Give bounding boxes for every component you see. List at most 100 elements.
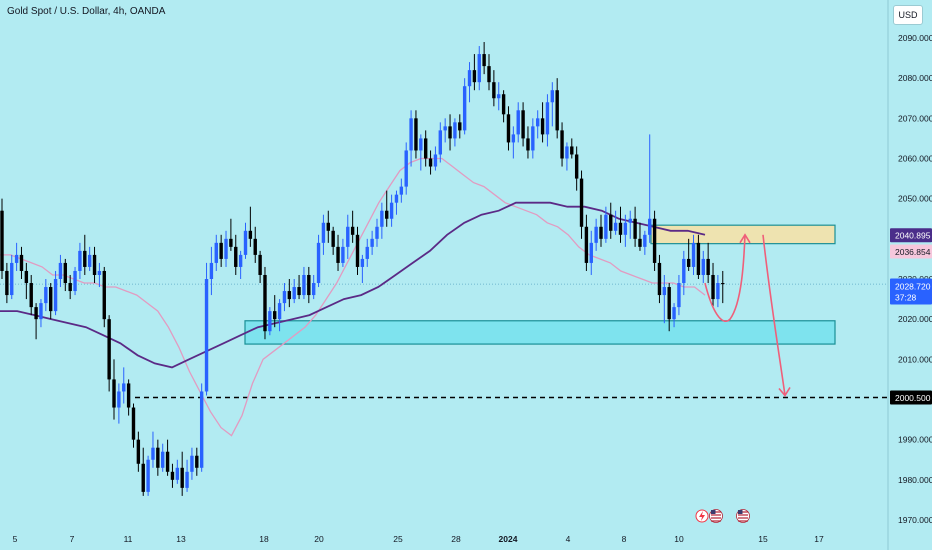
- candle: [550, 82, 555, 127]
- flash-icon: [699, 511, 705, 521]
- candle: [268, 307, 272, 336]
- candle-body: [477, 54, 481, 83]
- candle: [462, 78, 467, 135]
- candle: [389, 194, 394, 227]
- supply-zone[interactable]: [650, 224, 836, 245]
- candle: [336, 234, 340, 271]
- candle: [39, 299, 43, 328]
- candle-body: [633, 218, 637, 239]
- candle: [131, 403, 136, 448]
- time-tick-label: 18: [259, 534, 269, 544]
- candle-body: [579, 178, 584, 227]
- candle: [165, 439, 170, 476]
- candle-body: [258, 254, 262, 275]
- candle-body: [604, 214, 608, 239]
- candle: [511, 126, 516, 159]
- price-tag-label: 2040.895: [895, 231, 931, 241]
- candle: [574, 146, 579, 191]
- price-tick-label: 2070.000: [898, 113, 932, 123]
- candle: [589, 230, 593, 275]
- candle: [29, 274, 33, 316]
- candle-body: [19, 254, 24, 271]
- candle: [594, 218, 598, 251]
- candle-body: [706, 258, 710, 275]
- candle: [102, 266, 106, 328]
- arrowhead-down: [778, 387, 791, 397]
- candle: [273, 295, 277, 328]
- candle: [516, 102, 520, 143]
- candle-body: [24, 270, 29, 284]
- candle-body: [628, 218, 632, 223]
- candle: [209, 246, 214, 296]
- us-flag-event-icon[interactable]: [736, 509, 750, 523]
- candle: [311, 274, 316, 300]
- candle-body: [555, 90, 559, 131]
- candle: [229, 218, 233, 251]
- candle-body: [78, 250, 82, 271]
- candle-body: [643, 234, 647, 247]
- candle-body: [326, 222, 330, 231]
- candle: [492, 70, 496, 107]
- candle-body: [161, 451, 165, 468]
- candle-body: [107, 319, 111, 380]
- candle-body: [652, 218, 657, 263]
- candle: [419, 134, 423, 171]
- candle-body: [613, 222, 618, 231]
- us-flag-event-icon[interactable]: [709, 509, 723, 523]
- event-flash-icon[interactable]: [695, 509, 709, 523]
- candle-body: [199, 391, 204, 468]
- candle-body: [136, 439, 141, 464]
- candle: [443, 118, 447, 143]
- price-tag-label: 2028.720: [895, 281, 931, 291]
- candle-body: [394, 194, 399, 203]
- candle: [686, 238, 691, 271]
- candle: [623, 214, 628, 247]
- projection-down-arrow[interactable]: [762, 234, 786, 396]
- candle-body: [44, 287, 48, 304]
- candle-body: [686, 258, 691, 267]
- candle: [521, 102, 525, 147]
- price-tick-label: 2090.000: [898, 33, 932, 43]
- candle: [331, 226, 335, 255]
- candle: [667, 283, 671, 332]
- candle-body: [29, 283, 33, 308]
- candle-body: [682, 258, 686, 284]
- candle-body: [122, 383, 126, 392]
- candle-body: [0, 210, 4, 271]
- candle: [180, 451, 184, 496]
- currency-button[interactable]: USD: [893, 5, 923, 25]
- candle-body: [711, 274, 715, 300]
- candle: [565, 142, 569, 171]
- time-tick-label: 7: [70, 534, 75, 544]
- candle: [341, 238, 345, 267]
- candle: [350, 210, 355, 243]
- candle-body: [599, 226, 603, 239]
- candle-body: [443, 126, 447, 131]
- projection-up-arrow[interactable]: [704, 234, 746, 322]
- flag-canton: [738, 510, 743, 514]
- candle: [0, 198, 4, 279]
- candle: [487, 54, 491, 91]
- candle-body: [112, 379, 116, 408]
- candle: [648, 134, 652, 243]
- candle: [253, 226, 257, 263]
- candle: [92, 246, 97, 284]
- demand-zone[interactable]: [244, 320, 836, 345]
- candle-body: [224, 238, 228, 259]
- candle: [706, 242, 710, 284]
- candle-body: [209, 262, 214, 279]
- candle: [44, 279, 48, 312]
- candle-body: [273, 311, 277, 320]
- candle: [19, 246, 24, 279]
- candle: [204, 262, 209, 396]
- candle-body: [623, 222, 628, 235]
- price-tag: 2040.895: [890, 228, 932, 243]
- candle: [117, 383, 121, 424]
- candle-body: [672, 307, 676, 320]
- candle-body: [34, 307, 38, 320]
- time-tick-label: 11: [124, 534, 133, 544]
- candle-body: [238, 254, 243, 267]
- candle-body: [39, 303, 43, 320]
